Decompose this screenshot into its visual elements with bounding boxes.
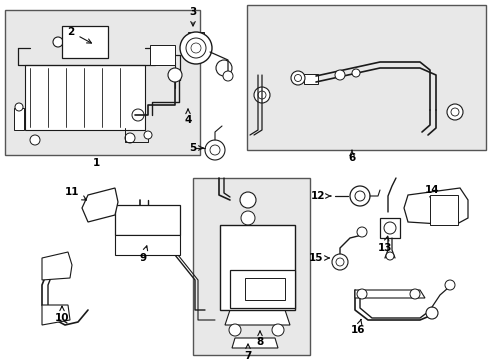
Text: 15: 15: [308, 253, 328, 263]
Circle shape: [223, 280, 232, 290]
Bar: [14, 108, 24, 130]
Text: 7: 7: [244, 344, 251, 360]
Circle shape: [30, 135, 40, 145]
Text: 4: 4: [184, 109, 191, 125]
Bar: [429, 195, 457, 225]
Bar: [244, 278, 285, 300]
Circle shape: [180, 32, 212, 64]
Circle shape: [241, 211, 254, 225]
Bar: [115, 205, 180, 235]
Circle shape: [425, 307, 437, 319]
Circle shape: [45, 257, 55, 267]
Circle shape: [258, 91, 265, 99]
Circle shape: [185, 38, 205, 58]
Circle shape: [349, 186, 369, 206]
Text: 16: 16: [350, 319, 365, 335]
Circle shape: [125, 133, 135, 143]
Circle shape: [15, 103, 23, 111]
Bar: [62, 26, 108, 58]
Text: 2: 2: [67, 27, 91, 43]
Circle shape: [271, 324, 284, 336]
Polygon shape: [231, 338, 278, 348]
Circle shape: [53, 37, 63, 47]
Circle shape: [132, 109, 143, 121]
Text: 8: 8: [256, 331, 263, 347]
Bar: [193, 178, 309, 355]
Polygon shape: [224, 310, 289, 325]
Circle shape: [409, 289, 419, 299]
Text: 14: 14: [424, 185, 438, 201]
Circle shape: [411, 199, 423, 211]
Text: 13: 13: [377, 236, 391, 253]
Circle shape: [45, 310, 55, 320]
Bar: [187, 32, 203, 42]
Circle shape: [354, 191, 364, 201]
Circle shape: [446, 104, 462, 120]
Circle shape: [331, 254, 347, 270]
Text: 6: 6: [347, 150, 355, 163]
Circle shape: [450, 108, 458, 116]
Polygon shape: [42, 252, 72, 280]
Circle shape: [334, 70, 345, 80]
Polygon shape: [42, 305, 70, 325]
Circle shape: [444, 280, 454, 290]
Circle shape: [143, 131, 152, 139]
Circle shape: [223, 263, 232, 273]
Text: 1: 1: [92, 158, 100, 168]
Circle shape: [223, 245, 232, 255]
Circle shape: [209, 145, 220, 155]
Bar: [229, 270, 294, 308]
Circle shape: [356, 227, 366, 237]
Circle shape: [223, 71, 232, 81]
Circle shape: [448, 194, 460, 206]
Bar: [246, 5, 485, 150]
Circle shape: [216, 60, 231, 76]
Circle shape: [240, 192, 256, 208]
Bar: [304, 74, 317, 84]
Circle shape: [356, 289, 366, 299]
Bar: [220, 225, 294, 310]
Circle shape: [228, 324, 241, 336]
Circle shape: [385, 252, 393, 260]
Polygon shape: [354, 290, 424, 298]
Text: 10: 10: [55, 306, 69, 323]
Circle shape: [335, 258, 343, 266]
Circle shape: [117, 240, 127, 250]
Circle shape: [415, 211, 423, 219]
Text: 5: 5: [189, 143, 203, 153]
Circle shape: [204, 140, 224, 160]
Text: 12: 12: [310, 191, 330, 201]
Circle shape: [290, 71, 305, 85]
Circle shape: [253, 87, 269, 103]
Circle shape: [264, 281, 274, 291]
Bar: [115, 235, 180, 255]
Circle shape: [57, 255, 67, 265]
Circle shape: [223, 230, 232, 240]
Circle shape: [169, 240, 179, 250]
Circle shape: [246, 282, 263, 298]
Polygon shape: [403, 188, 467, 225]
Circle shape: [86, 199, 104, 217]
Circle shape: [191, 43, 201, 53]
Bar: [379, 218, 399, 238]
Bar: [25, 65, 145, 130]
Text: 11: 11: [64, 187, 86, 200]
Circle shape: [351, 69, 359, 77]
Circle shape: [168, 68, 182, 82]
Bar: [150, 45, 175, 65]
Polygon shape: [82, 188, 118, 222]
Circle shape: [90, 203, 100, 213]
Circle shape: [383, 222, 395, 234]
Circle shape: [57, 310, 67, 320]
Bar: [5, 10, 200, 155]
Text: 3: 3: [189, 7, 196, 26]
Text: 9: 9: [139, 246, 147, 263]
Circle shape: [294, 75, 301, 81]
